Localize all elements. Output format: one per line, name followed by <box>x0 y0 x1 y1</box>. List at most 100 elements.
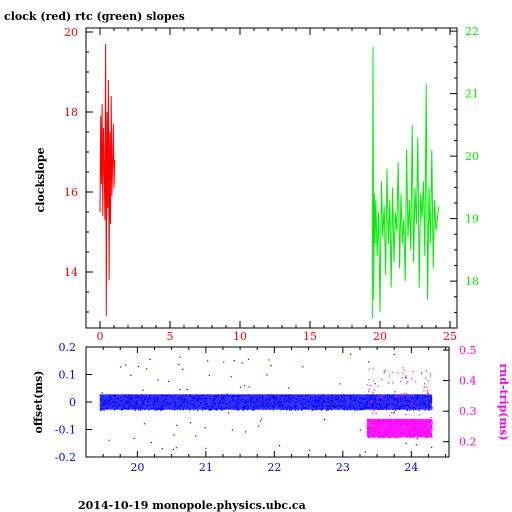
rnd-trip-point <box>396 420 398 422</box>
rnd-trip-point <box>367 428 369 430</box>
rnd-trip-point <box>369 423 371 425</box>
rnd-trip-point <box>431 428 433 430</box>
rnd-trip-point <box>410 428 412 430</box>
rnd-trip-point <box>421 421 423 423</box>
rnd-trip-point <box>403 421 405 423</box>
rnd-trip-point <box>414 422 416 424</box>
bottom-y-right-tick-label: 0.5 <box>459 344 477 357</box>
top-chart-title: clock (red) rtc (green) slopes <box>4 10 185 23</box>
offset-point <box>208 374 211 376</box>
offset-point <box>300 409 303 411</box>
rnd-trip-point <box>399 433 401 435</box>
rnd-trip-point <box>386 424 388 426</box>
rnd-trip-point <box>410 421 412 423</box>
rnd-trip-point <box>381 422 383 424</box>
offset-point <box>231 429 233 431</box>
rnd-trip-point <box>383 372 385 374</box>
rnd-trip-point <box>382 419 384 421</box>
rnd-trip-point <box>412 430 414 432</box>
rnd-trip-point <box>407 435 409 438</box>
rnd-trip-point <box>410 432 412 434</box>
rnd-trip-point <box>369 432 371 434</box>
rnd-trip-point <box>379 422 382 424</box>
rnd-trip-point <box>382 425 384 427</box>
offset-point <box>142 389 144 391</box>
rnd-trip-point <box>372 426 374 428</box>
offset-point <box>268 359 270 361</box>
rnd-trip-point <box>377 437 379 439</box>
offset-point <box>233 359 235 362</box>
bottom-y-right-tick-label: 0.4 <box>459 375 477 388</box>
bottom-x-tick-label: 20 <box>130 461 144 474</box>
rnd-trip-point <box>374 433 377 435</box>
rnd-trip-point <box>421 419 423 421</box>
rnd-trip-point <box>428 433 430 435</box>
rnd-trip-point <box>381 427 383 429</box>
rnd-trip-point <box>409 394 411 396</box>
offset-point <box>226 393 228 395</box>
rnd-trip-point <box>416 428 419 430</box>
rnd-trip-point <box>411 427 414 429</box>
offset-point <box>168 380 170 382</box>
rnd-trip-point <box>397 427 399 430</box>
offset-point <box>431 407 433 409</box>
rnd-trip-point <box>368 400 370 403</box>
rnd-trip-point <box>396 429 398 431</box>
rnd-trip-point <box>392 435 394 437</box>
rnd-trip-point <box>377 422 379 424</box>
rnd-trip-point <box>400 421 402 423</box>
rnd-trip-point <box>374 422 376 424</box>
rnd-trip-point <box>390 435 392 437</box>
rnd-trip-point <box>380 432 382 434</box>
rnd-trip-point <box>400 423 402 425</box>
rnd-trip-point <box>390 437 392 439</box>
offset-point <box>339 383 341 385</box>
rnd-trip-point <box>370 428 372 430</box>
rnd-trip-point <box>367 421 370 423</box>
offset-point <box>313 409 315 411</box>
offset-point <box>205 447 207 449</box>
rnd-trip-point <box>418 435 420 437</box>
rnd-trip-point <box>412 371 414 373</box>
rnd-trip-point <box>420 422 422 424</box>
offset-point <box>138 409 140 411</box>
rnd-trip-point <box>383 434 386 436</box>
offset-point <box>190 422 192 424</box>
rnd-trip-point <box>418 421 420 423</box>
bottom-y-left-tick-label: -0.1 <box>55 424 76 437</box>
rnd-trip-point <box>429 426 431 428</box>
offset-point <box>428 409 430 411</box>
rnd-trip-point <box>390 430 392 432</box>
offset-point <box>350 353 352 355</box>
rnd-trip-point <box>414 428 416 430</box>
bottom-x-tick-label: 23 <box>336 461 350 474</box>
rnd-trip-point <box>389 424 391 426</box>
rnd-trip-point <box>420 430 422 433</box>
offset-point <box>386 409 388 411</box>
rnd-trip-point <box>390 434 392 437</box>
rnd-trip-point <box>378 393 380 396</box>
offset-point <box>405 442 407 444</box>
rnd-trip-point <box>400 380 402 382</box>
rnd-trip-point <box>395 396 397 398</box>
offset-point <box>239 386 242 388</box>
rnd-trip-point <box>405 375 407 377</box>
rnd-trip-point <box>414 423 416 425</box>
rnd-trip-point <box>377 435 379 437</box>
offset-point <box>148 409 150 411</box>
rnd-trip-point <box>411 420 413 422</box>
rnd-trip-point <box>410 435 412 437</box>
rnd-trip-point <box>396 395 399 397</box>
rnd-trip-point <box>395 435 398 437</box>
rnd-trip-point <box>419 435 421 437</box>
rnd-trip-point <box>425 377 427 379</box>
rnd-trip-point <box>414 435 416 437</box>
rnd-trip-point <box>403 369 405 371</box>
rnd-trip-point <box>427 380 429 382</box>
rnd-trip-point <box>371 419 373 421</box>
rnd-trip-point <box>392 382 394 384</box>
rnd-trip-point <box>382 433 385 435</box>
offset-point <box>266 374 268 376</box>
rnd-trip-point <box>417 422 420 424</box>
offset-point <box>259 420 262 422</box>
